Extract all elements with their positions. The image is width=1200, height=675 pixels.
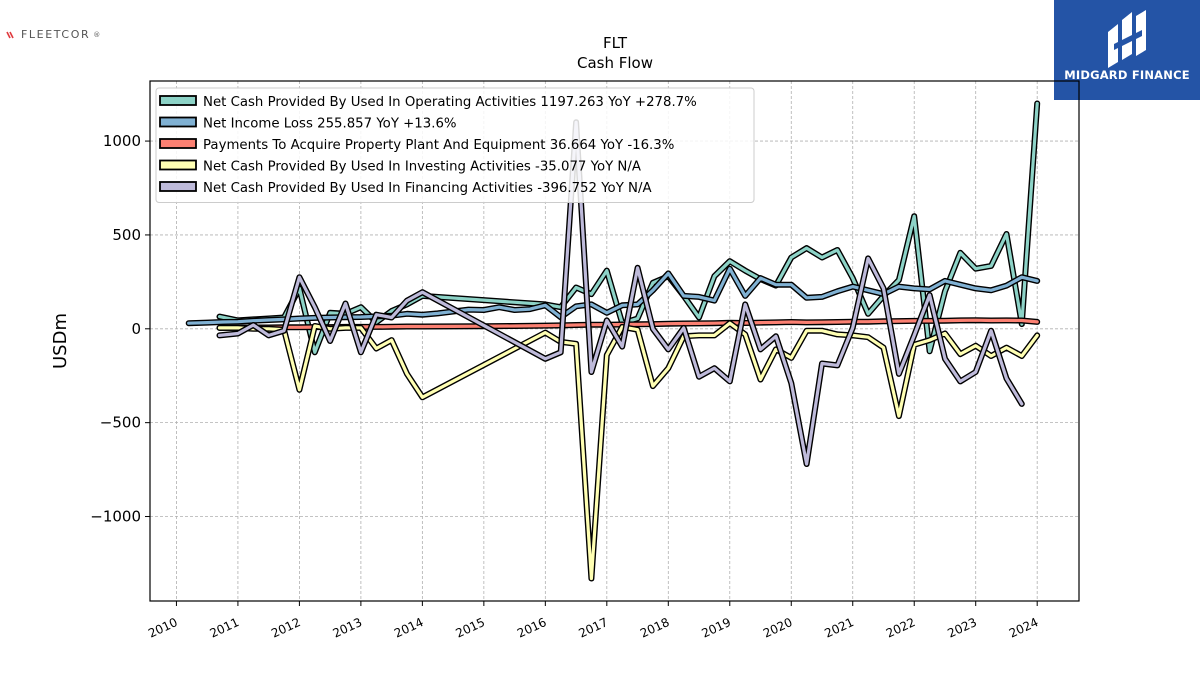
- midgard-finance-text: MIDGARD FINANCE: [1064, 68, 1190, 82]
- legend-label: Net Cash Provided By Used In Investing A…: [203, 160, 641, 175]
- midgard-finance-logo: MIDGARD FINANCE: [1054, 0, 1200, 100]
- x-tick-label: 2013: [331, 615, 365, 641]
- midgard-mark-icon: [1108, 10, 1146, 68]
- y-tick-label: −500: [100, 414, 141, 432]
- x-tick-label: 2010: [146, 615, 180, 641]
- legend-swatch: [159, 116, 197, 128]
- plot-frame: [149, 80, 1080, 602]
- legend-swatch: [159, 159, 197, 171]
- legend-label: Net Cash Provided By Used In Operating A…: [203, 95, 697, 110]
- x-tick-label: 2017: [576, 615, 610, 641]
- chart-title: FLT: [603, 34, 628, 52]
- y-axis-label: USDm: [50, 313, 71, 369]
- legend: Net Cash Provided By Used In Operating A…: [155, 87, 755, 203]
- legend-swatch: [159, 95, 197, 106]
- x-tick-label: 2014: [392, 615, 426, 641]
- legend-swatch: [159, 138, 197, 149]
- legend-swatch: [159, 181, 197, 192]
- legend-box: [155, 87, 755, 203]
- x-tick-label: 2019: [699, 615, 733, 641]
- series-lines: [185, 100, 1041, 582]
- legend-label: Payments To Acquire Property Plant And E…: [203, 138, 674, 153]
- x-tick-label: 2021: [822, 615, 856, 641]
- x-tick-label: 2020: [761, 615, 795, 641]
- x-tick-label: 2016: [515, 615, 549, 641]
- x-tick-label: 2023: [945, 615, 979, 641]
- series-4-line: [217, 120, 1024, 466]
- x-tick-label: 2024: [1007, 615, 1041, 641]
- x-tick-label: 2022: [884, 615, 918, 641]
- x-tick-label: 2011: [208, 615, 242, 641]
- x-tick-label: 2015: [454, 615, 488, 641]
- y-tick-label: 0: [131, 320, 141, 338]
- fleetcor-mark-icon: [6, 31, 14, 38]
- x-tick-label: 2018: [638, 615, 672, 641]
- y-axis: 1000 500 0 −500 −1000: [90, 132, 150, 526]
- legend-label: Net Cash Provided By Used In Financing A…: [203, 181, 652, 196]
- y-tick-label: −1000: [90, 508, 141, 526]
- fleetcor-logo-text: FLEETCOR: [21, 28, 91, 41]
- y-tick-label: 1000: [103, 132, 141, 150]
- y-tick-label: 500: [112, 226, 141, 244]
- series-1-line: [187, 267, 1039, 325]
- x-axis: 2010 2011 2012 2013 2014 2015 2016 2017 2018 2019…: [146, 601, 1040, 641]
- legend-label: Net Income Loss 255.857 YoY +13.6%: [203, 117, 457, 132]
- x-tick-label: 2012: [269, 615, 303, 641]
- chart-subtitle: Cash Flow: [577, 54, 653, 72]
- fleetcor-logo: FLEETCOR ®: [6, 28, 102, 41]
- fleetcor-logo-mark: ®: [93, 30, 102, 39]
